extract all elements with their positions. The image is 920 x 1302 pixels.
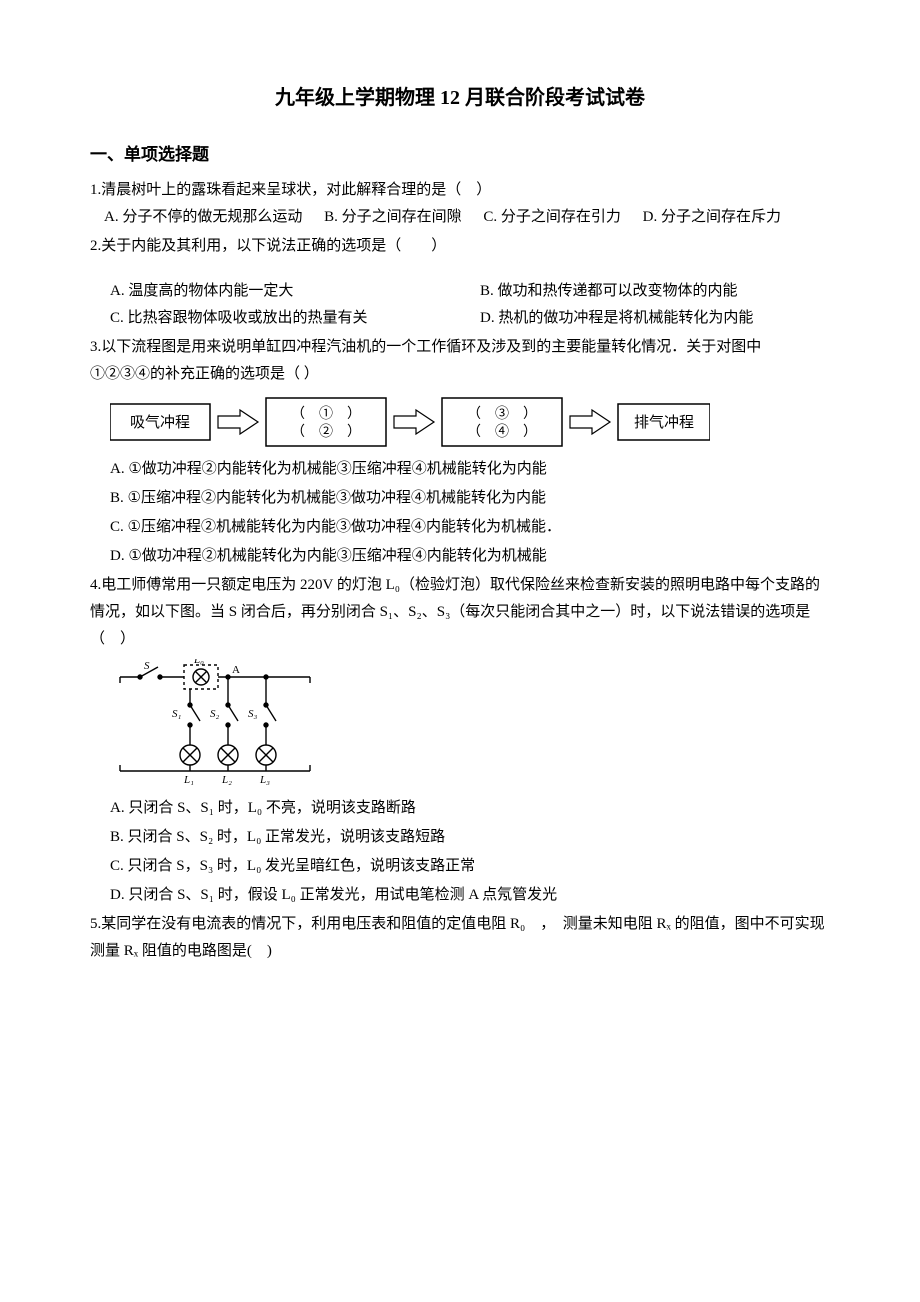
q2-options: A. 温度高的物体内能一定大 B. 做功和热传递都可以改变物体的内能 C. 比热…	[90, 278, 830, 332]
label-S: S	[144, 660, 150, 672]
q3-opt-c: C. ①压缩冲程②机械能转化为内能③做功冲程④内能转化为机械能．	[110, 514, 830, 541]
q1-opt-d: D. 分子之间存在斥力	[643, 204, 781, 231]
flow-box-1-text: 吸气冲程	[130, 414, 190, 431]
label-L2: L₂	[221, 774, 232, 786]
q2-opt-b: B. 做功和热传递都可以改变物体的内能	[460, 278, 830, 305]
page-title: 九年级上学期物理 12 月联合阶段考试试卷	[90, 80, 830, 116]
q3-opt-d: D. ①做功冲程②机械能转化为内能③压缩冲程④内能转化为机械能	[110, 543, 830, 570]
label-S1: S₁	[172, 708, 182, 720]
q2-opt-a: A. 温度高的物体内能一定大	[90, 278, 460, 305]
q2-stem: 2.关于内能及其利用，以下说法正确的选项是（ ）	[90, 233, 830, 260]
q4-circuit-diagram: S L₀ A S₁ S₂ S₃ L₁ L₂ L₃	[110, 659, 830, 789]
q4-opt-c: C. 只闭合 S，S₃ 时，L₀ 发光呈暗红色，说明该支路正常	[110, 853, 830, 880]
q4-opt-b: B. 只闭合 S、S₂ 时，L₀ 正常发光，说明该支路短路	[110, 824, 830, 851]
q4-options: A. 只闭合 S、S₁ 时，L₀ 不亮，说明该支路断路 B. 只闭合 S、S₂ …	[90, 795, 830, 909]
q3-opt-a: A. ①做功冲程②内能转化为机械能③压缩冲程④机械能转化为内能	[110, 456, 830, 483]
spacer	[90, 260, 830, 278]
question-5: 5.某同学在没有电流表的情况下，利用电压表和阻值的定值电阻 R₀ ， 测量未知电…	[90, 911, 830, 965]
question-4: 4.电工师傅常用一只额定电压为 220V 的灯泡 L₀（检验灯泡）取代保险丝来检…	[90, 572, 830, 909]
q3-flowchart: 吸气冲程 （ ① ） （ ② ） （ ③ ） （ ④ ） 排气冲程	[110, 394, 830, 450]
section-heading: 一、单项选择题	[90, 140, 830, 171]
question-2: 2.关于内能及其利用，以下说法正确的选项是（ ） A. 温度高的物体内能一定大 …	[90, 233, 830, 332]
flow-box-4-text: 排气冲程	[634, 414, 694, 431]
q3-opt-b: B. ①压缩冲程②内能转化为机械能③做功冲程④机械能转化为内能	[110, 485, 830, 512]
label-S3: S₃	[248, 708, 258, 720]
q3-options: A. ①做功冲程②内能转化为机械能③压缩冲程④机械能转化为内能 B. ①压缩冲程…	[90, 456, 830, 570]
q4-opt-d: D. 只闭合 S、S₁ 时，假设 L₀ 正常发光，用试电笔检测 A 点氖管发光	[110, 882, 830, 909]
q3-stem-1: 3.以下流程图是用来说明单缸四冲程汽油机的一个工作循环及涉及到的主要能量转化情况…	[90, 334, 830, 361]
q1-opt-a: A. 分子不停的做无规那么运动	[104, 204, 302, 231]
q1-options: A. 分子不停的做无规那么运动 B. 分子之间存在间隙 C. 分子之间存在引力 …	[90, 204, 830, 231]
label-A: A	[232, 664, 240, 676]
q3-stem-2: ①②③④的补充正确的选项是（ ）	[90, 361, 830, 388]
q1-stem: 1.清晨树叶上的露珠看起来呈球状，对此解释合理的是（ ）	[90, 177, 830, 204]
q5-stem: 5.某同学在没有电流表的情况下，利用电压表和阻值的定值电阻 R₀ ， 测量未知电…	[90, 911, 830, 965]
q4-opt-a: A. 只闭合 S、S₁ 时，L₀ 不亮，说明该支路断路	[110, 795, 830, 822]
question-1: 1.清晨树叶上的露珠看起来呈球状，对此解释合理的是（ ） A. 分子不停的做无规…	[90, 177, 830, 231]
q2-opt-c: C. 比热容跟物体吸收或放出的热量有关	[90, 305, 460, 332]
q1-opt-c: C. 分子之间存在引力	[483, 204, 621, 231]
question-3: 3.以下流程图是用来说明单缸四冲程汽油机的一个工作循环及涉及到的主要能量转化情况…	[90, 334, 830, 570]
label-L3: L₃	[259, 774, 270, 786]
flow-box-3a-text: （ ③ ）	[467, 406, 537, 422]
label-L0: L₀	[193, 659, 204, 666]
flow-box-2b-text: （ ② ）	[291, 424, 361, 440]
flow-box-3b-text: （ ④ ）	[467, 424, 537, 440]
label-L1: L₁	[183, 774, 194, 786]
q4-stem: 4.电工师傅常用一只额定电压为 220V 的灯泡 L₀（检验灯泡）取代保险丝来检…	[90, 572, 830, 653]
flow-box-2a-text: （ ① ）	[291, 406, 361, 422]
q1-opt-b: B. 分子之间存在间隙	[324, 204, 462, 231]
q2-opt-d: D. 热机的做功冲程是将机械能转化为内能	[460, 305, 830, 332]
label-S2: S₂	[210, 708, 220, 720]
